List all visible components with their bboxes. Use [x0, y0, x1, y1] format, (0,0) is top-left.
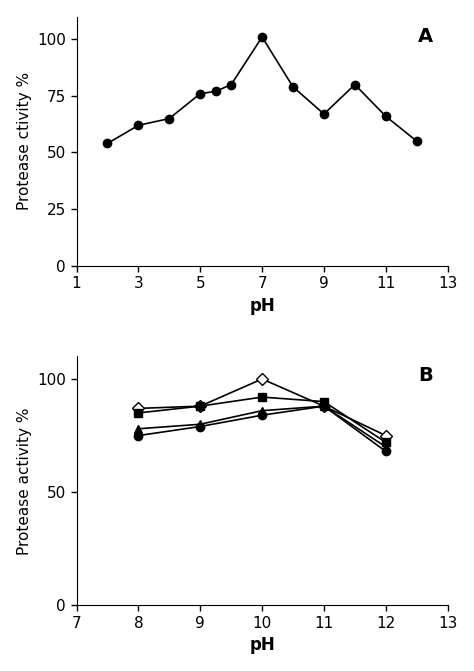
Y-axis label: Protease activity %: Protease activity %	[17, 407, 32, 555]
X-axis label: pH: pH	[249, 636, 275, 654]
Text: B: B	[418, 366, 433, 385]
Y-axis label: Protease ctivity %: Protease ctivity %	[17, 72, 32, 210]
Text: A: A	[418, 27, 433, 46]
X-axis label: pH: pH	[249, 297, 275, 315]
